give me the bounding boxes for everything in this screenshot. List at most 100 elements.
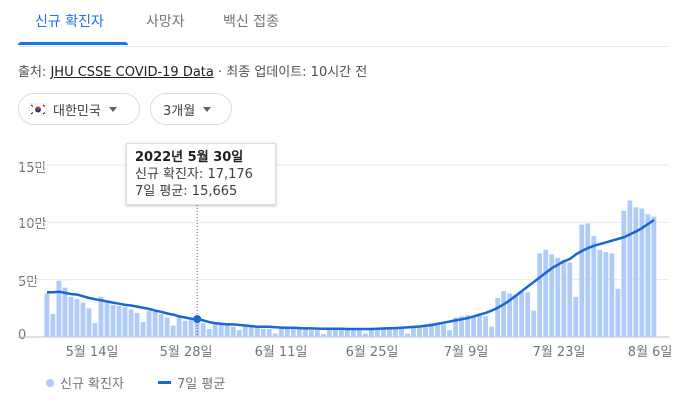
bar <box>140 322 146 337</box>
chevron-down-icon <box>203 106 212 112</box>
bar <box>62 287 68 337</box>
bar <box>176 317 182 337</box>
bar <box>248 326 254 337</box>
bar <box>429 323 434 337</box>
x-tick-label: 7월 9일 <box>443 345 489 360</box>
bar <box>471 316 477 337</box>
legend-line-icon <box>158 381 171 384</box>
bar <box>411 326 416 337</box>
bar <box>369 330 374 337</box>
legend-seven-day-average: 7일 평균 <box>158 373 225 392</box>
y-tick-label: 0 <box>18 328 27 343</box>
tab-new-cases[interactable]: 신규 확진자 <box>35 14 104 30</box>
x-tick-label: 6월 25일 <box>345 345 399 360</box>
chevron-down-icon <box>108 106 117 112</box>
bar <box>597 249 603 337</box>
last-updated: · 최종 업데이트: 10시간 전 <box>218 65 368 80</box>
bar <box>435 323 440 337</box>
bar <box>441 324 446 337</box>
bar <box>122 307 128 337</box>
bar <box>56 280 62 337</box>
bar <box>278 327 284 337</box>
bar <box>633 207 639 337</box>
x-tick-label: 5월 14일 <box>65 345 119 360</box>
bar <box>134 312 140 337</box>
region-label: 대한민국 <box>53 103 101 119</box>
bar <box>200 323 206 337</box>
x-tick-label: 5월 28일 <box>159 345 213 360</box>
bar <box>375 328 380 337</box>
bar <box>507 293 513 337</box>
tooltip-date: 2022년 5월 30일 <box>135 150 244 165</box>
bar <box>296 328 302 337</box>
bar <box>152 311 158 337</box>
tab-vaccinations[interactable]: 백신 접종 <box>223 14 279 30</box>
bar <box>363 333 368 337</box>
bar <box>272 333 278 337</box>
period-dropdown[interactable]: 3개월 <box>150 93 232 125</box>
bar <box>230 326 236 337</box>
bar <box>615 288 621 337</box>
bar <box>459 316 464 337</box>
bar <box>260 328 266 337</box>
bar <box>206 328 212 337</box>
legend-label: 7일 평균 <box>177 377 226 392</box>
bar <box>290 328 296 337</box>
bar <box>332 328 338 337</box>
bar <box>80 302 86 337</box>
bar <box>525 292 531 337</box>
bar <box>639 208 645 337</box>
y-tick-label: 5만 <box>18 275 39 290</box>
legend-new-cases: 신규 확진자 <box>46 373 124 392</box>
bar <box>603 252 609 337</box>
x-tick-label: 8월 6일 <box>627 345 673 360</box>
bar <box>182 320 188 337</box>
bar <box>447 330 452 337</box>
bar <box>387 328 392 337</box>
bar <box>236 330 242 337</box>
bar <box>453 317 458 337</box>
bar <box>537 253 543 337</box>
bar <box>609 253 615 337</box>
bar <box>351 330 356 337</box>
bar <box>110 304 116 337</box>
seven-day-average-line <box>47 218 655 331</box>
bar <box>489 326 495 337</box>
bar <box>393 327 398 337</box>
bar <box>651 216 657 337</box>
bar <box>302 328 308 337</box>
bar <box>357 330 362 337</box>
active-tab-indicator <box>18 42 128 45</box>
bar <box>573 296 579 337</box>
bar <box>116 306 122 337</box>
region-dropdown[interactable]: 대한민국 <box>18 93 140 125</box>
tab-deaths[interactable]: 사망자 <box>146 14 185 30</box>
bar <box>417 325 422 337</box>
bar <box>585 223 591 337</box>
highlight-point <box>193 315 202 324</box>
bar <box>254 327 260 337</box>
bar <box>338 328 344 337</box>
source-prefix: 출처: <box>18 65 47 80</box>
bar <box>344 328 350 337</box>
bar <box>326 330 332 337</box>
tooltip-cases: 신규 확진자: 17,176 <box>135 167 253 182</box>
bar <box>423 324 428 337</box>
bar <box>501 291 507 337</box>
bar <box>465 315 470 337</box>
tooltip-average: 7일 평균: 15,665 <box>135 184 238 199</box>
source-link[interactable]: JHU CSSE COVID-19 Data <box>50 65 214 80</box>
bar <box>405 333 410 337</box>
bar <box>645 214 651 337</box>
bar <box>266 328 272 337</box>
chart-tooltip: 2022년 5월 30일 신규 확진자: 17,176 7일 평균: 15,66… <box>126 143 276 205</box>
bar <box>519 291 525 337</box>
bar <box>627 200 633 337</box>
bar <box>50 314 56 337</box>
y-tick-label: 10만 <box>18 217 47 232</box>
legend-label: 신규 확진자 <box>60 377 124 392</box>
bar <box>104 302 110 337</box>
tab-bar: 신규 확진자 사망자 백신 접종 <box>18 0 669 47</box>
bar <box>146 310 152 337</box>
